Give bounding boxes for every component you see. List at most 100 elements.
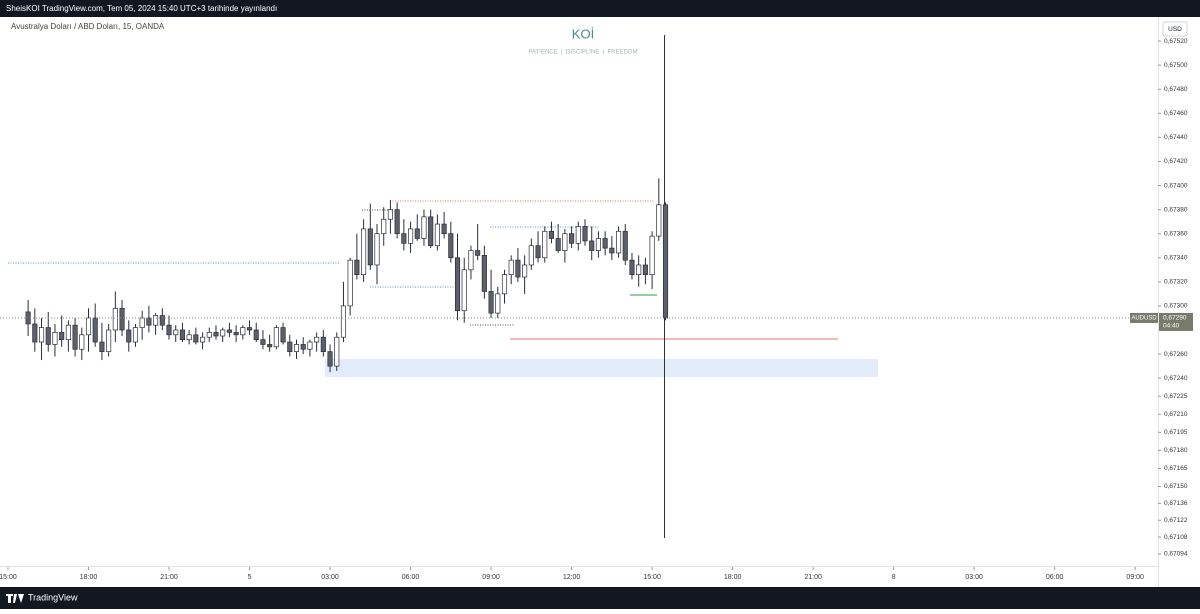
zone [325, 359, 878, 377]
x-tick-label: 18:00 [80, 574, 98, 581]
y-tick-label: 0,67440 [1164, 134, 1188, 141]
x-tick-label: 09:00 [482, 574, 500, 581]
y-tick-label: 0,67165 [1164, 465, 1188, 472]
x-tick-label: 12:00 [563, 574, 581, 581]
candle-body [649, 235, 655, 275]
candle-body [468, 250, 474, 271]
y-tick-label: 0,67094 [1164, 551, 1188, 558]
brand: TradingView [28, 592, 78, 602]
candle-body [132, 327, 139, 343]
candle-body [99, 341, 105, 353]
y-tick-label: 0,67500 [1164, 62, 1188, 69]
x-tick-label: 5 [248, 574, 252, 581]
candle-body [461, 269, 467, 312]
candle-body [226, 329, 232, 333]
candle-body [32, 323, 38, 343]
candle-body [548, 230, 555, 239]
candle-body [575, 226, 581, 244]
candle-body [622, 230, 628, 261]
candle-body [528, 245, 534, 266]
candle-body [602, 238, 608, 249]
candle-body [253, 329, 259, 340]
y-tick-label: 0,67360 [1164, 230, 1188, 237]
candle-body [562, 233, 568, 251]
candle-body [139, 317, 145, 328]
candle-body [595, 238, 601, 251]
x-tick-label: 8 [892, 574, 896, 581]
currency-button[interactable] [1162, 21, 1188, 37]
candle-body [448, 233, 454, 259]
candle-body [173, 329, 179, 336]
candle-body [347, 259, 353, 307]
candle-body [354, 259, 360, 275]
candle-body [186, 334, 192, 340]
drawings [8, 35, 878, 538]
candle-body [340, 305, 347, 338]
plot [25, 178, 669, 373]
x-tick-label: 09:00 [1126, 574, 1144, 581]
candle-body [508, 259, 514, 275]
candle-body [287, 341, 293, 353]
candle-body [367, 228, 373, 266]
candle-body [300, 344, 306, 350]
candle-body [542, 230, 548, 259]
published-note: SheisKOI TradingView.com, Tem 05, 2024 1… [6, 4, 277, 13]
candle-body [475, 250, 481, 256]
y-tick-label: 0,67225 [1164, 393, 1188, 400]
candle-body [408, 228, 414, 244]
symbol-tag [1130, 312, 1158, 323]
candle-body [656, 204, 662, 237]
candle-body [220, 329, 226, 337]
candle-body [414, 228, 420, 239]
candle-body [387, 209, 393, 220]
candle-body [636, 264, 642, 275]
y-tick-label: 0,67180 [1164, 447, 1188, 454]
candle-body [501, 274, 508, 295]
y-tick-label: 0,67400 [1164, 182, 1188, 189]
candle-body [233, 332, 239, 336]
y-tick-label: 0,67480 [1164, 86, 1188, 93]
x-tick-label: 03:00 [965, 574, 983, 581]
candle-body [45, 327, 51, 345]
candle-body [629, 259, 635, 275]
candle-body [240, 327, 246, 336]
candle-body [267, 344, 273, 348]
candle-body [361, 228, 367, 275]
candle-body [481, 255, 487, 292]
candle-body [213, 332, 219, 337]
countdown-label: 04:40 [1163, 323, 1180, 330]
x-tick-label: 06:00 [1046, 574, 1064, 581]
candle-body [200, 336, 206, 343]
candle-body [159, 315, 165, 326]
candle-body [441, 223, 447, 235]
candle-body [662, 204, 669, 319]
candle-body [320, 336, 326, 353]
candle-body [569, 233, 575, 244]
candle-body [428, 216, 434, 247]
candle-body [582, 226, 588, 242]
candle-body [374, 233, 380, 266]
candle-body [273, 327, 279, 348]
candle-body [401, 233, 407, 244]
candle-body [246, 327, 253, 331]
y-tick-label: 0,67460 [1164, 110, 1188, 117]
currency-label[interactable]: USD [1168, 26, 1182, 33]
logo [6, 594, 24, 603]
candle-body [126, 329, 132, 343]
watermark-subtitle: PATIENCE | DISCIPLINE | FREEDOM [529, 50, 638, 56]
candle-body [112, 307, 118, 331]
candle-body [488, 291, 494, 314]
y-tick-label: 0,67380 [1164, 206, 1188, 213]
candle-body [609, 247, 615, 254]
y-tick-label: 0,67260 [1164, 351, 1188, 358]
candle-body [327, 351, 333, 367]
candle-body [25, 311, 31, 325]
candle-body [522, 264, 528, 278]
x-tick-label: 03:00 [321, 574, 339, 581]
candle-body [616, 230, 622, 254]
candle-body [642, 264, 648, 275]
y-tick-label: 0,67122 [1164, 517, 1188, 524]
y-tick-label: 0,67320 [1164, 279, 1188, 286]
candle-body [106, 329, 112, 353]
candle-body [434, 223, 440, 247]
